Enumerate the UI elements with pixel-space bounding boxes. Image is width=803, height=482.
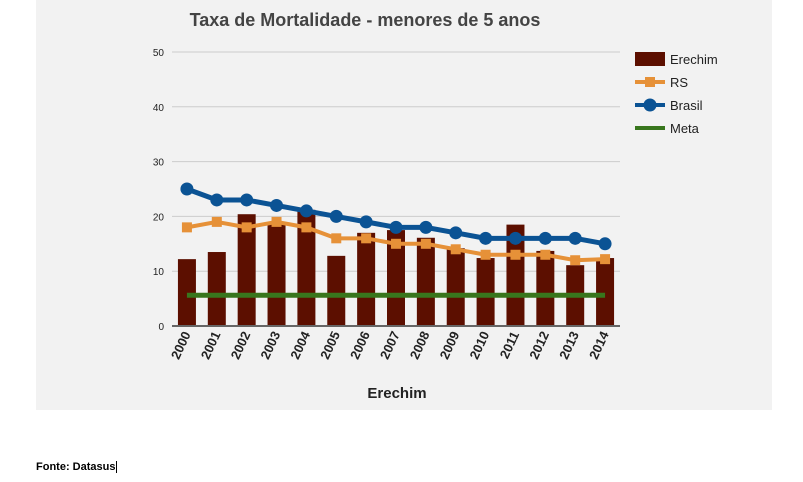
- source-note: Fonte: Datasus: [36, 461, 118, 473]
- bar-2010: [476, 258, 495, 326]
- point-rs: [450, 244, 461, 255]
- y-tick-label: 40: [153, 103, 165, 114]
- legend-label-erechim: Erechim: [670, 52, 718, 67]
- y-tick-label: 50: [153, 48, 165, 59]
- point-brasil: [479, 231, 493, 245]
- x-tick-label: 2001: [198, 329, 224, 362]
- point-brasil: [449, 226, 463, 240]
- bar-2002: [237, 214, 256, 326]
- legend-swatch-erechim: [635, 52, 665, 66]
- point-brasil: [419, 220, 433, 234]
- point-rs: [600, 254, 611, 265]
- chart-title: Taxa de Mortalidade - menores de 5 anos: [190, 10, 541, 30]
- legend-label-rs: RS: [670, 75, 688, 90]
- bar-2005: [327, 255, 346, 326]
- y-tick-label: 20: [153, 212, 165, 223]
- point-rs: [420, 238, 431, 249]
- x-axis-title: Erechim: [367, 385, 426, 402]
- legend-label-meta: Meta: [670, 121, 700, 136]
- point-rs: [570, 255, 581, 266]
- x-tick-label: 2010: [467, 329, 493, 362]
- x-tick-label: 2009: [437, 329, 463, 362]
- bar-2009: [446, 248, 465, 326]
- point-rs: [510, 249, 521, 260]
- bar-2007: [387, 230, 405, 326]
- x-tick-label: 2013: [556, 329, 582, 362]
- point-rs: [181, 222, 192, 233]
- point-brasil: [389, 220, 403, 234]
- y-tick-label: 0: [158, 322, 164, 333]
- point-brasil: [299, 204, 313, 218]
- x-tick-label: 2005: [317, 329, 343, 362]
- legend-marker: [645, 77, 655, 87]
- x-tick-label: 2008: [407, 329, 433, 362]
- x-tick-label: 2007: [377, 329, 403, 362]
- point-brasil: [270, 198, 284, 212]
- legend-marker: [643, 98, 657, 112]
- x-tick-label: 2012: [526, 329, 552, 362]
- point-rs: [241, 222, 252, 233]
- point-rs: [301, 222, 312, 233]
- point-rs: [391, 238, 401, 249]
- x-tick-label: 2003: [257, 329, 283, 362]
- bar-2001: [207, 252, 226, 326]
- x-tick-label: 2004: [287, 328, 313, 361]
- point-rs: [540, 249, 551, 260]
- chart-panel: [36, 0, 772, 410]
- x-tick-label: 2002: [228, 329, 254, 362]
- bar-2000: [177, 259, 196, 326]
- point-rs: [331, 233, 342, 244]
- bar-2012: [536, 250, 555, 326]
- point-brasil: [210, 193, 224, 207]
- x-tick-label: 2011: [497, 329, 523, 361]
- point-brasil: [538, 231, 552, 245]
- point-brasil: [568, 231, 582, 245]
- bar-2008: [416, 237, 435, 326]
- bar-2014: [596, 258, 615, 326]
- y-tick-label: 30: [153, 158, 165, 169]
- point-rs: [361, 233, 372, 244]
- point-brasil: [359, 215, 373, 229]
- y-tick-label: 10: [153, 267, 165, 278]
- point-rs: [480, 249, 491, 260]
- x-tick-label: 2014: [586, 328, 612, 361]
- point-rs: [211, 216, 222, 227]
- point-brasil: [598, 237, 612, 251]
- x-tick-label: 2000: [168, 329, 194, 362]
- point-rs: [271, 216, 282, 227]
- point-brasil: [329, 209, 343, 223]
- x-tick-label: 2006: [347, 329, 373, 362]
- legend-label-brasil: Brasil: [670, 98, 703, 113]
- point-brasil: [508, 231, 522, 245]
- point-brasil: [240, 193, 254, 207]
- bar-2006: [357, 232, 376, 326]
- point-brasil: [180, 182, 194, 196]
- chart: Taxa de Mortalidade - menores de 5 anos 0…: [153, 10, 718, 402]
- bar-2003: [267, 221, 286, 326]
